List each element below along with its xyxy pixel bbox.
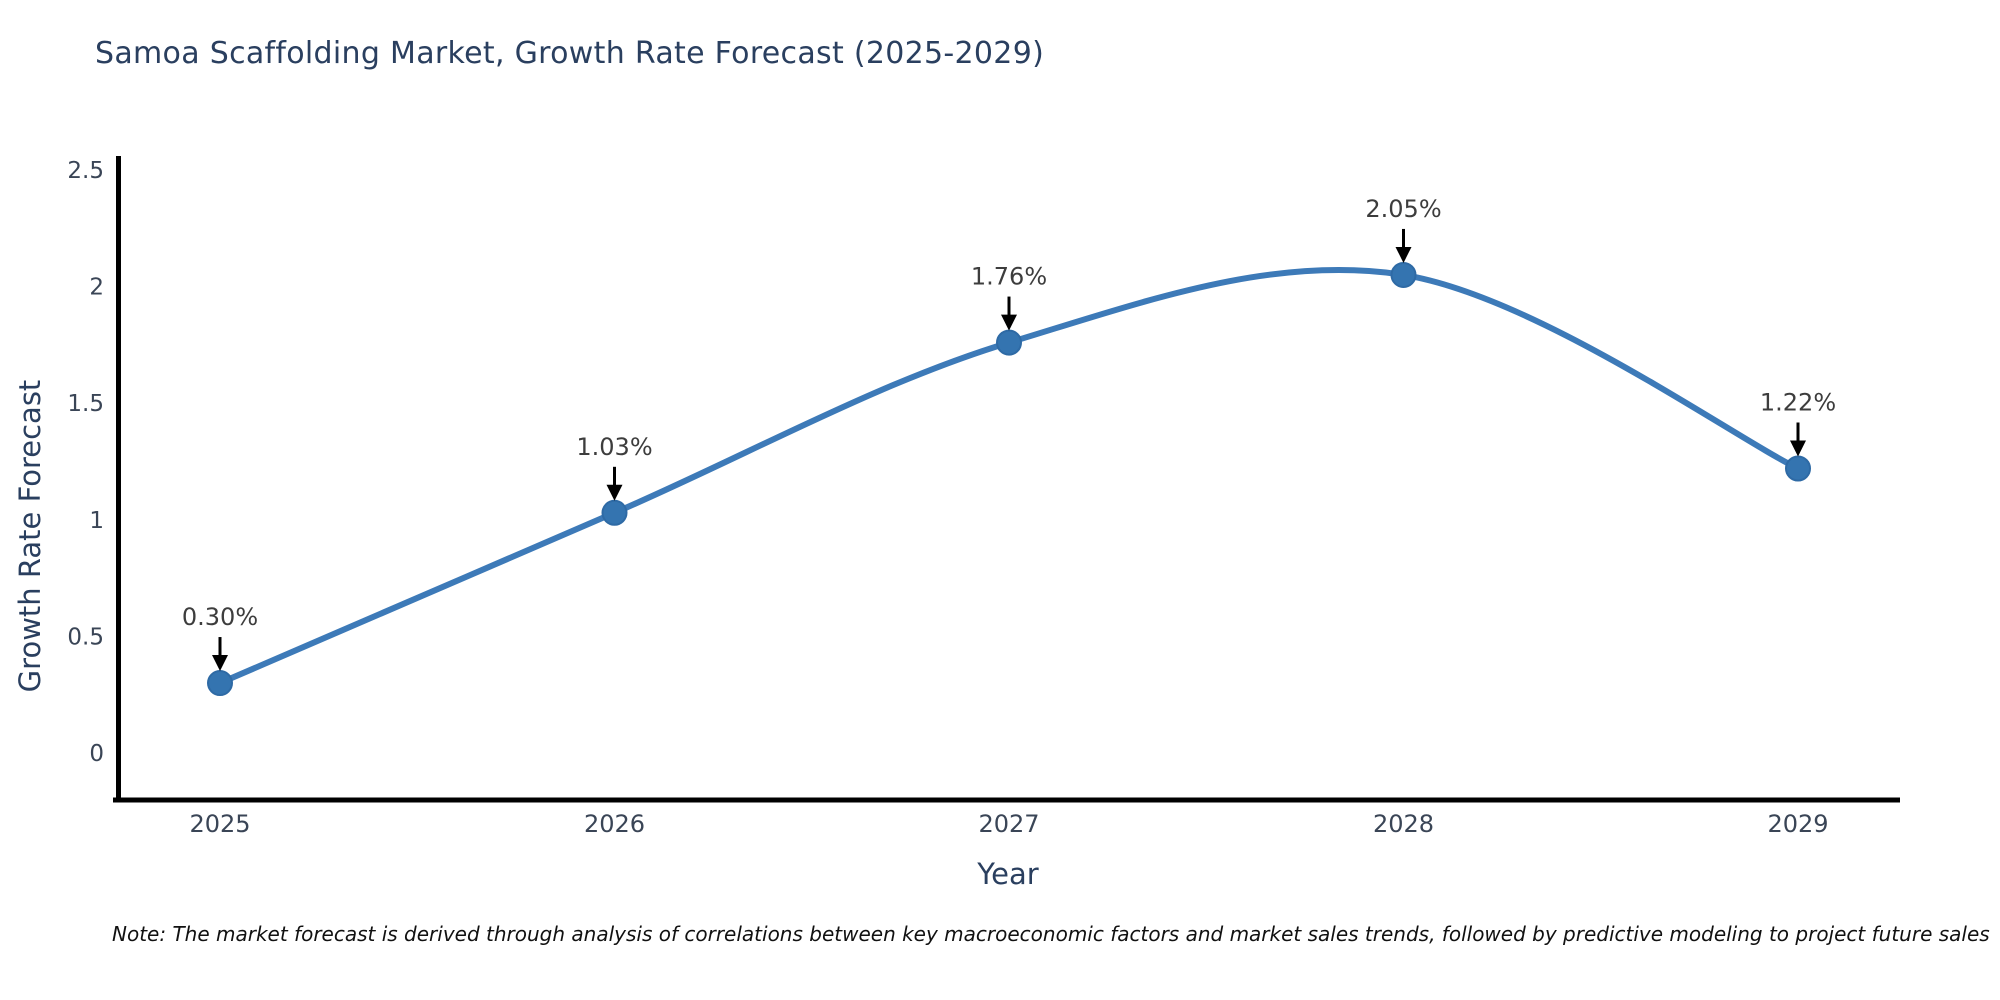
y-tick-label: 0 <box>89 741 104 767</box>
y-tick-label: 2.5 <box>67 158 104 184</box>
annotation-arrow-head <box>212 655 228 672</box>
data-point-marker <box>207 670 233 697</box>
annotation-arrow-head <box>606 484 623 501</box>
data-point-marker <box>996 329 1022 356</box>
x-tick-label: 2028 <box>1373 810 1434 838</box>
x-tick-label: 2026 <box>584 810 645 838</box>
footnote-text: Note: The market forecast is derived thr… <box>112 922 1990 946</box>
x-tick-label: 2029 <box>1767 810 1828 838</box>
data-point-marker <box>1390 261 1417 288</box>
y-tick-label: 1.5 <box>67 391 104 417</box>
data-point-label: 2.05% <box>1365 195 1441 223</box>
annotation-arrow-head <box>1001 314 1017 331</box>
data-point-marker <box>601 499 628 526</box>
y-tick-label: 2 <box>89 275 104 301</box>
chart-title: Samoa Scaffolding Market, Growth Rate Fo… <box>95 36 1045 71</box>
x-tick-label: 2027 <box>978 810 1039 838</box>
x-tick-label: 2025 <box>189 810 250 838</box>
y-tick-label: 1 <box>89 508 104 534</box>
data-point-marker <box>1785 455 1811 482</box>
annotation-arrow-head <box>1395 246 1412 263</box>
data-point-label: 1.03% <box>576 433 652 461</box>
data-point-label: 1.22% <box>1760 388 1836 416</box>
x-axis-title: Year <box>977 857 1039 891</box>
y-tick-label: 0.5 <box>67 624 104 650</box>
annotation-arrow-head <box>1790 440 1806 457</box>
data-point-label: 0.30% <box>182 603 258 631</box>
data-point-label: 1.76% <box>971 263 1047 291</box>
